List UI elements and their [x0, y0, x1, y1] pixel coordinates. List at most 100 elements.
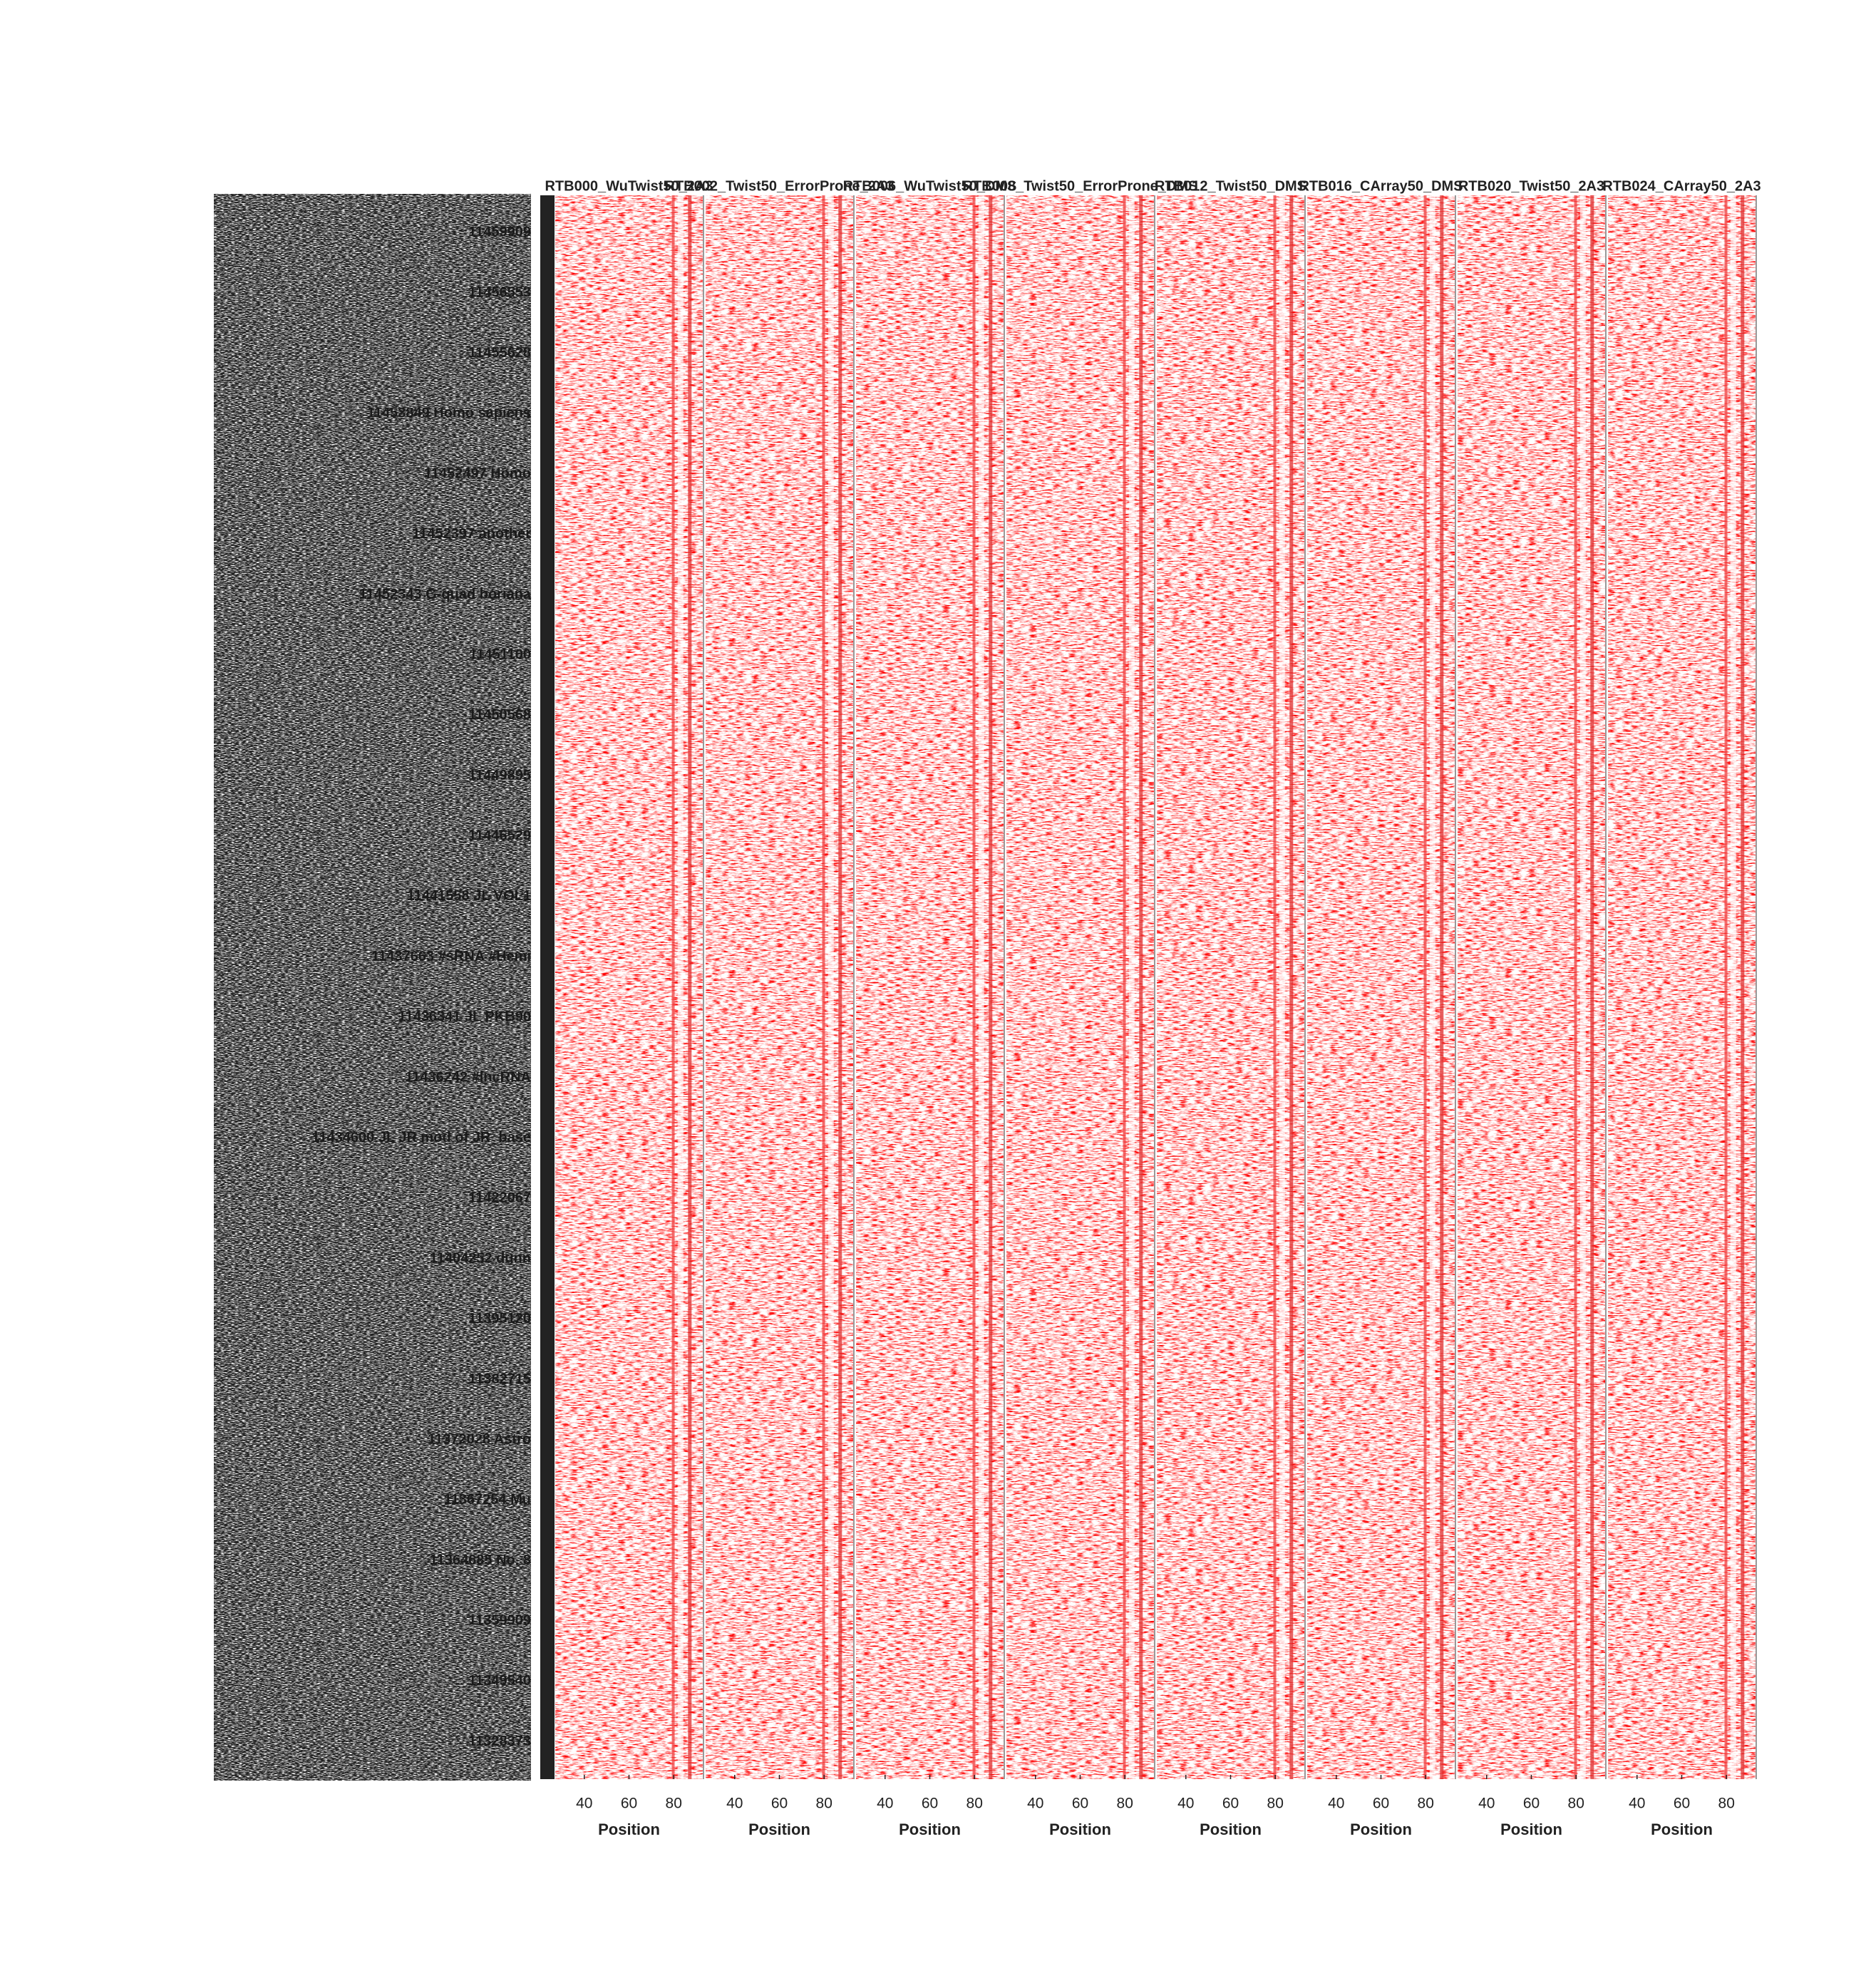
stripe — [677, 195, 684, 1779]
x-tick-label: 40 — [576, 1796, 592, 1812]
row-label: 11441558 JL VOL1 — [407, 888, 531, 904]
stripe — [1289, 195, 1294, 1779]
x-tick-label: 60 — [1674, 1796, 1690, 1812]
heatmap-panel — [1006, 195, 1155, 1779]
stripe — [978, 195, 984, 1779]
x-tick-label: 80 — [816, 1796, 832, 1812]
stripe — [1730, 195, 1736, 1779]
row-label: 11446529 — [468, 828, 531, 844]
x-tick-label: 80 — [1418, 1796, 1434, 1812]
heatmap-panel — [1608, 195, 1757, 1779]
stripe — [1423, 195, 1427, 1779]
panel-title: RTB000_WuTwist50_2A3 — [545, 178, 713, 194]
x-tick-label: 60 — [1523, 1796, 1540, 1812]
panel-title: RTB012_Twist50_DMS — [1155, 178, 1306, 194]
panel-title: RTB008_Twist50_ErrorProne_DMS — [963, 178, 1198, 194]
row-label: 11364685 No. 8 — [430, 1552, 531, 1568]
x-tick-label: 40 — [1478, 1796, 1495, 1812]
row-label: 11453849 Homo sapiens — [367, 406, 531, 421]
panel-title: RTB020_Twist50_2A3 — [1458, 178, 1604, 194]
x-axis-label: Position — [1500, 1820, 1562, 1838]
panel-title: RTB016_CArray50_DMS — [1299, 178, 1463, 194]
x-axis-label: Position — [1200, 1820, 1262, 1838]
stripe — [1139, 195, 1143, 1779]
row-label: 11451100 — [469, 647, 531, 662]
x-axis-label: Position — [1049, 1820, 1111, 1838]
label-bar — [540, 195, 555, 1779]
stripe — [1574, 195, 1577, 1779]
heatmap-panel — [706, 195, 855, 1779]
row-label: 11450568 — [468, 707, 531, 723]
row-label: 11372028 Astro — [428, 1431, 531, 1447]
heatmap-panel — [856, 195, 1005, 1779]
row-label: 11455628 — [468, 345, 531, 361]
stripe — [1128, 195, 1135, 1779]
heatmap-panel — [555, 195, 704, 1779]
stripe — [822, 195, 825, 1779]
stripe — [1123, 195, 1126, 1779]
stripe — [1273, 195, 1277, 1779]
x-axis-label: Position — [1651, 1820, 1713, 1838]
row-label: 11382715 — [468, 1371, 531, 1387]
row-label: 11434600 JL JR mod of JR_base — [311, 1130, 531, 1145]
stripe — [828, 195, 834, 1779]
row-label: 11367254 Mu — [444, 1492, 531, 1508]
row-label: 11436341 JL PKB90 — [398, 1009, 531, 1025]
panel-title: RTB002_Twist50_ErrorProne_2A3 — [665, 178, 895, 194]
x-tick-label: 40 — [726, 1796, 743, 1812]
x-tick-label: 60 — [1373, 1796, 1389, 1812]
x-tick-label: 60 — [922, 1796, 938, 1812]
x-axis-label: Position — [748, 1820, 810, 1838]
x-tick-label: 40 — [1629, 1796, 1645, 1812]
x-axis-label: Position — [598, 1820, 660, 1838]
row-label: 11422067 — [468, 1190, 531, 1206]
row-label: 11459909 — [468, 225, 531, 240]
row-label: 11452497 Homo — [424, 465, 531, 481]
heatmap-panel — [1458, 195, 1607, 1779]
x-tick-label: 80 — [1568, 1796, 1584, 1812]
row-label: 11452343 G-quad boriana — [359, 587, 532, 602]
x-tick-label: 60 — [1222, 1796, 1239, 1812]
x-axis-label: Position — [1350, 1820, 1412, 1838]
row-label: 11395120 — [468, 1311, 531, 1327]
x-tick-label: 80 — [1267, 1796, 1284, 1812]
row-label: 11456553 — [468, 284, 531, 300]
stripe — [1429, 195, 1435, 1779]
stripe — [1741, 195, 1745, 1779]
row-label: 11437663 #sRNA #Hemi — [371, 949, 531, 964]
stripe — [671, 195, 675, 1779]
row-label: 11359909 — [468, 1613, 531, 1629]
stripe — [1440, 195, 1444, 1779]
x-tick-label: 60 — [621, 1796, 637, 1812]
stripe — [989, 195, 993, 1779]
panel-title: RTB006_WuTwist50_DMS — [843, 178, 1017, 194]
row-label: 11436242 #lncRNA — [405, 1069, 531, 1085]
stripe — [688, 195, 692, 1779]
stripe — [1579, 195, 1586, 1779]
row-label: 11449895 — [468, 768, 531, 783]
heatmap-panel — [1307, 195, 1456, 1779]
x-tick-label: 60 — [771, 1796, 788, 1812]
x-tick-label: 40 — [877, 1796, 893, 1812]
x-axis-label: Position — [899, 1820, 961, 1838]
heatmap-panel — [1157, 195, 1306, 1779]
x-tick-label: 40 — [1177, 1796, 1194, 1812]
x-tick-label: 80 — [1718, 1796, 1735, 1812]
x-tick-label: 80 — [1117, 1796, 1133, 1812]
row-label: 11452397 another — [412, 526, 531, 542]
row-label: 11328373 — [468, 1734, 531, 1749]
x-tick-label: 40 — [1328, 1796, 1344, 1812]
panel-title: RTB024_CArray50_2A3 — [1602, 178, 1760, 194]
x-tick-label: 80 — [666, 1796, 682, 1812]
stripe — [972, 195, 976, 1779]
row-label: 11404252 dunn — [430, 1250, 531, 1266]
x-tick-label: 60 — [1072, 1796, 1088, 1812]
x-tick-label: 40 — [1027, 1796, 1043, 1812]
stripe — [1590, 195, 1594, 1779]
stripe — [1724, 195, 1728, 1779]
stripe — [1279, 195, 1285, 1779]
x-tick-label: 80 — [966, 1796, 983, 1812]
row-label-mass — [214, 194, 531, 1781]
stripe — [838, 195, 842, 1779]
